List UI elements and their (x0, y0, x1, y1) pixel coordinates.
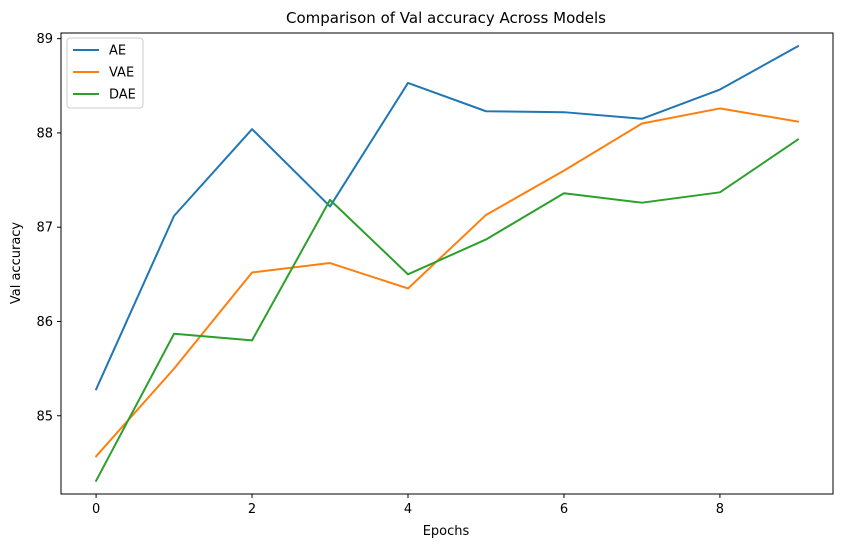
y-tick-label: 86 (36, 315, 53, 330)
y-axis-title: Val accuracy (9, 222, 24, 305)
axes-layer (60, 32, 834, 495)
legend-box (66, 37, 144, 109)
x-tick-label: 2 (248, 502, 256, 517)
series-layer (94, 44, 800, 483)
series-line-vae (94, 107, 800, 458)
x-tick-label: 6 (560, 502, 568, 517)
y-tick-label: 89 (36, 32, 53, 47)
plot-area (61, 33, 833, 494)
y-tick-label: 87 (36, 221, 53, 236)
y-tick-label: 85 (36, 409, 53, 424)
chart-title: Comparison of Val accuracy Across Models (286, 9, 606, 27)
x-axis-ticks: 0 2 4 6 8 (92, 494, 724, 517)
y-axis-ticks: 85 86 87 88 89 (36, 32, 61, 424)
series-line-ae (94, 44, 800, 391)
series-line-dae (94, 138, 800, 483)
legend: AE VAE DAE (66, 37, 144, 109)
legend-label-vae: VAE (109, 66, 134, 81)
x-axis-title: Epochs (423, 524, 470, 539)
x-tick-label: 4 (404, 502, 412, 517)
legend-label-dae: DAE (109, 88, 136, 103)
legend-label-ae: AE (109, 44, 126, 59)
y-tick-label: 88 (36, 126, 53, 141)
x-tick-label: 0 (92, 502, 100, 517)
x-tick-label: 8 (716, 502, 724, 517)
plot-frame (60, 32, 834, 495)
